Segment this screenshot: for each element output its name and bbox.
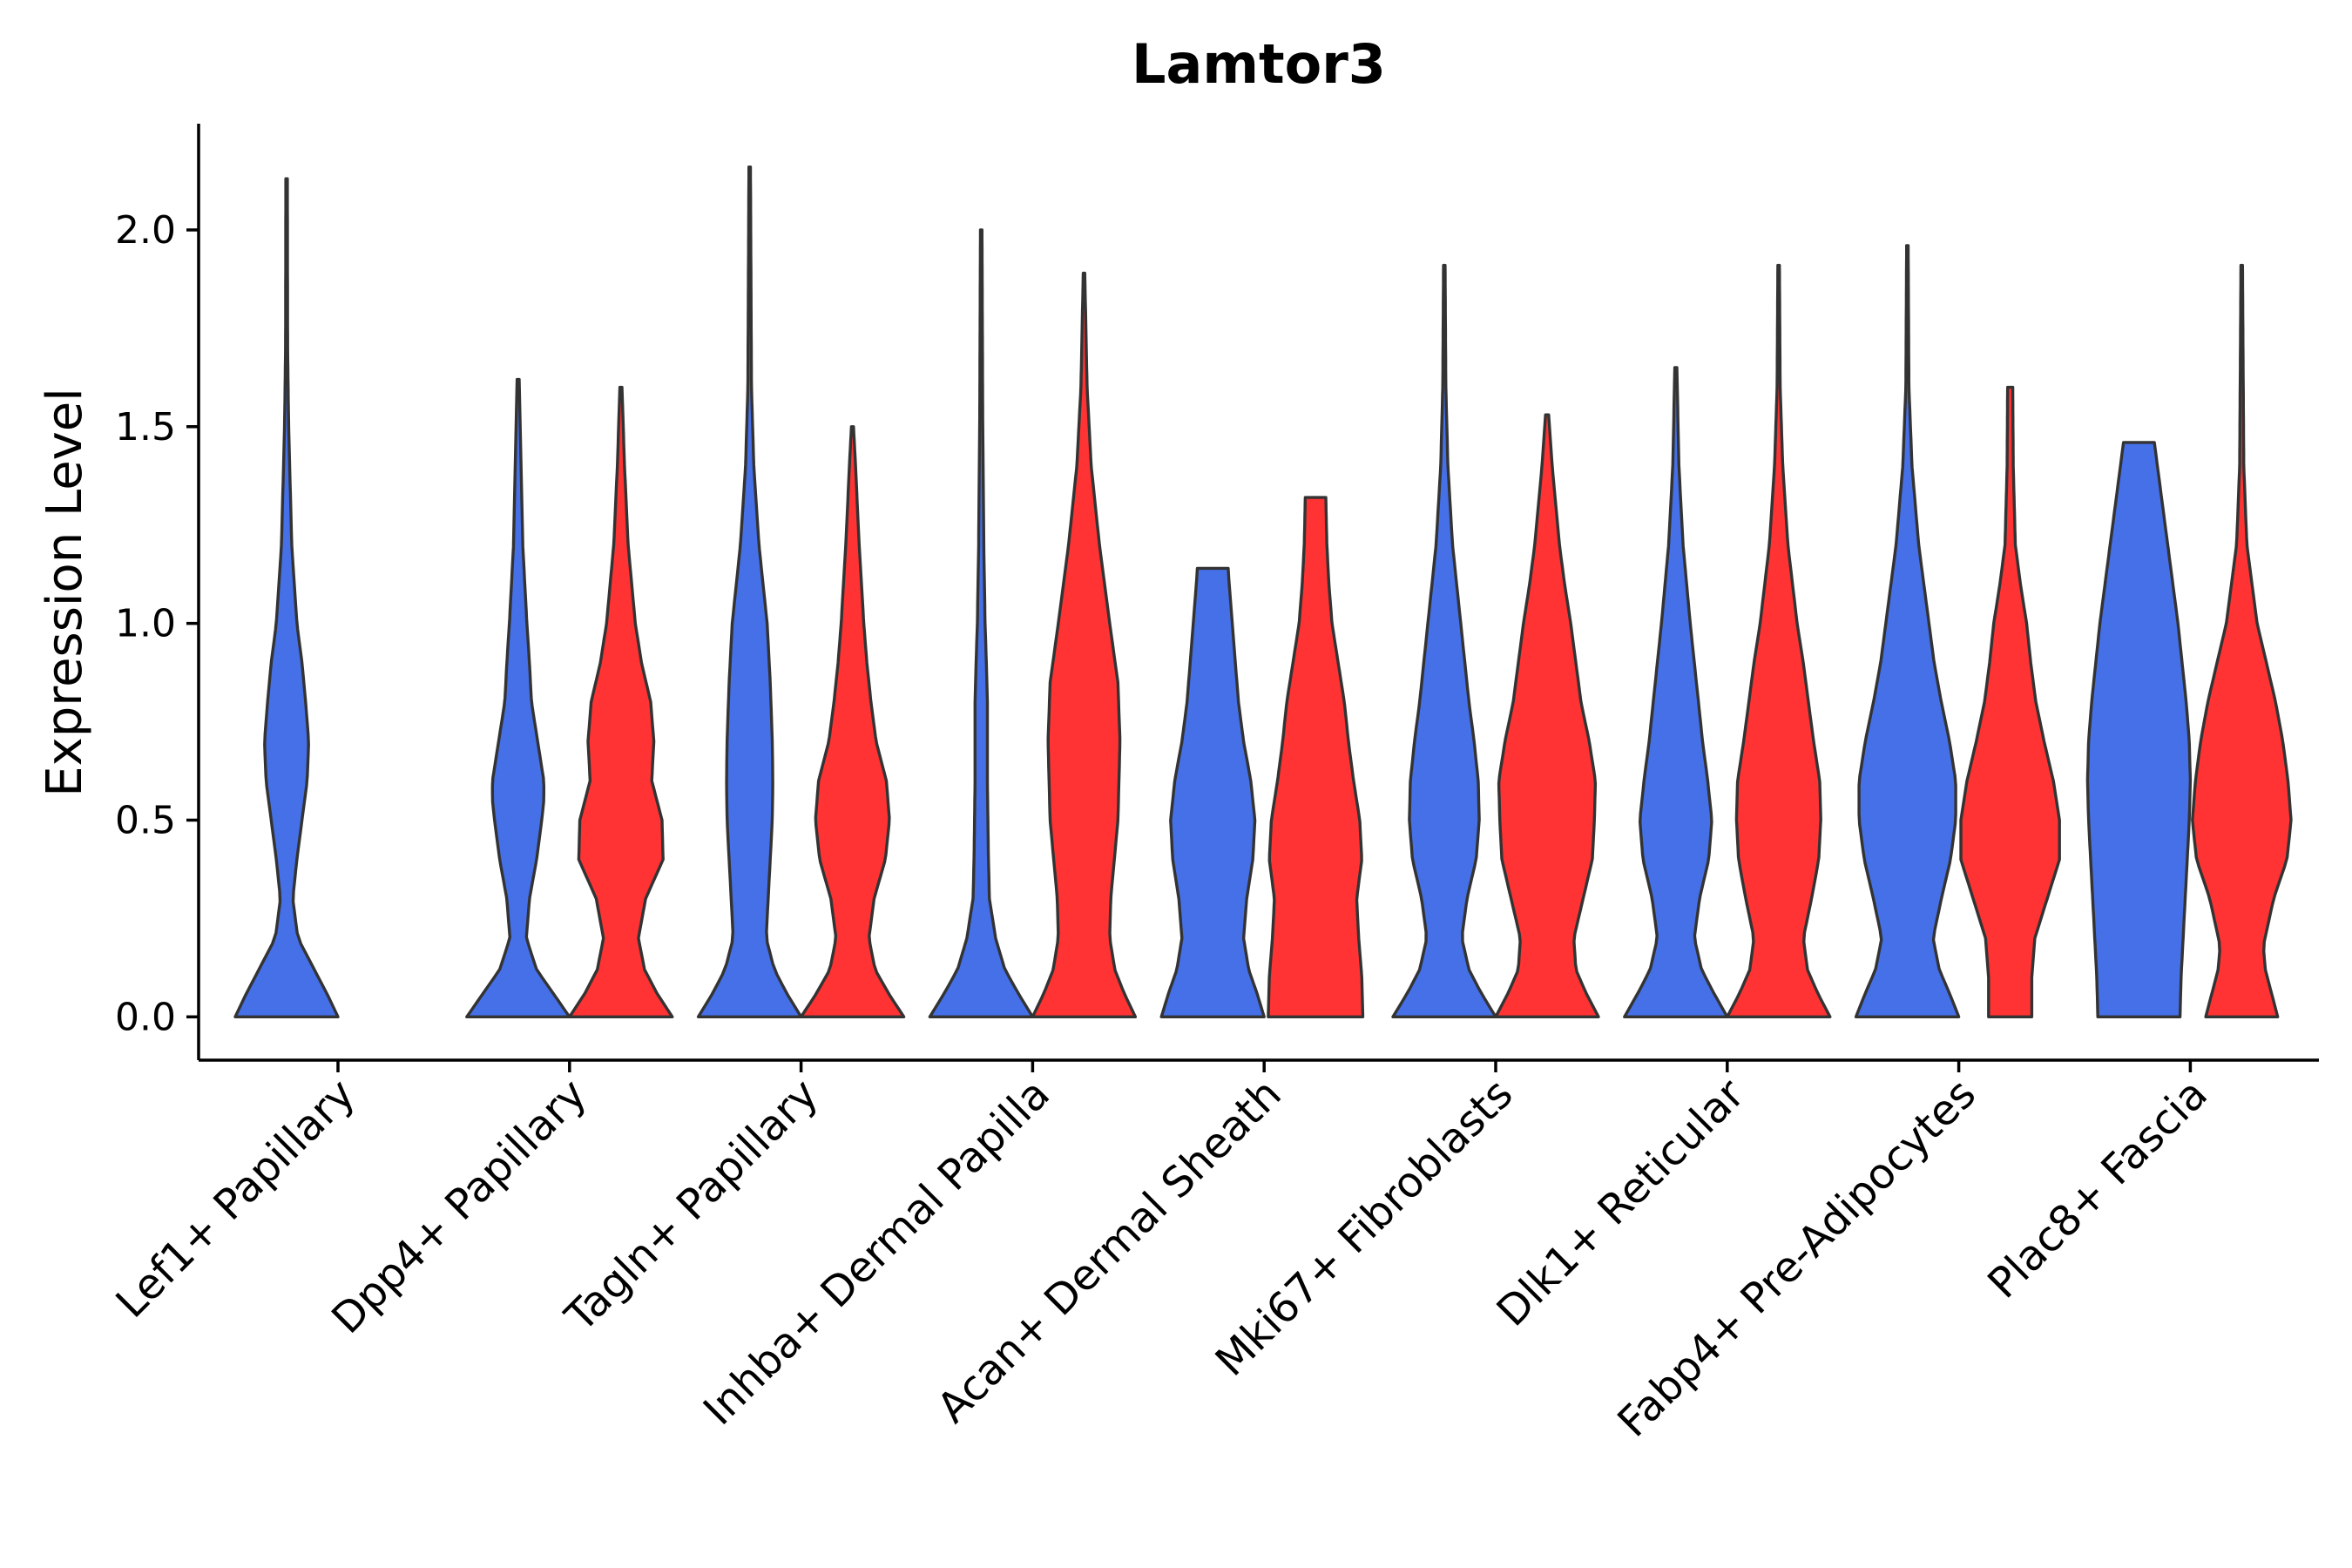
- chart-title: Lamtor3: [1132, 32, 1386, 96]
- y-tick-label: 0.5: [115, 798, 176, 842]
- violins-layer: [233, 166, 2293, 1018]
- y-ticks: 0.0 0.5 1.0 1.5 2.0: [115, 208, 199, 1039]
- x-tick-label: Lef1+ Papillary: [107, 1070, 365, 1328]
- y-tick-label: 1.5: [115, 405, 176, 449]
- violin-2-group1: [465, 377, 571, 1018]
- y-axis-label: Expression Level: [37, 388, 93, 797]
- violin-7-group2: [1726, 263, 1832, 1018]
- violin-2-group2: [568, 385, 674, 1018]
- x-tick-label: Plac8+ Fascia: [1978, 1070, 2217, 1308]
- violin-5-group1: [1159, 566, 1266, 1018]
- violin-1-group1: [233, 177, 340, 1018]
- x-tick-label: Dpp4+ Papillary: [322, 1070, 596, 1343]
- x-tick-label: Tagln+ Papillary: [556, 1070, 828, 1342]
- violin-8-group2: [1959, 385, 2061, 1018]
- x-tick-label: Dlk1+ Reticular: [1488, 1070, 1754, 1336]
- violin-9-group2: [2191, 263, 2293, 1018]
- violin-4-group2: [1031, 271, 1138, 1018]
- violin-6-group2: [1494, 413, 1600, 1018]
- violin-7-group1: [1623, 366, 1729, 1018]
- violin-5-group2: [1267, 496, 1365, 1018]
- violin-3-group2: [799, 425, 906, 1018]
- violin-8-group1: [1854, 244, 1961, 1018]
- y-tick-label: 1.0: [115, 602, 176, 646]
- violin-3-group1: [696, 166, 803, 1018]
- axes-layer: [197, 124, 2319, 1062]
- violin-9-group1: [2085, 441, 2193, 1018]
- y-tick-label: 0.0: [115, 995, 176, 1039]
- y-tick-label: 2.0: [115, 208, 176, 253]
- violin-4-group1: [928, 228, 1035, 1018]
- violin-6-group1: [1391, 263, 1497, 1018]
